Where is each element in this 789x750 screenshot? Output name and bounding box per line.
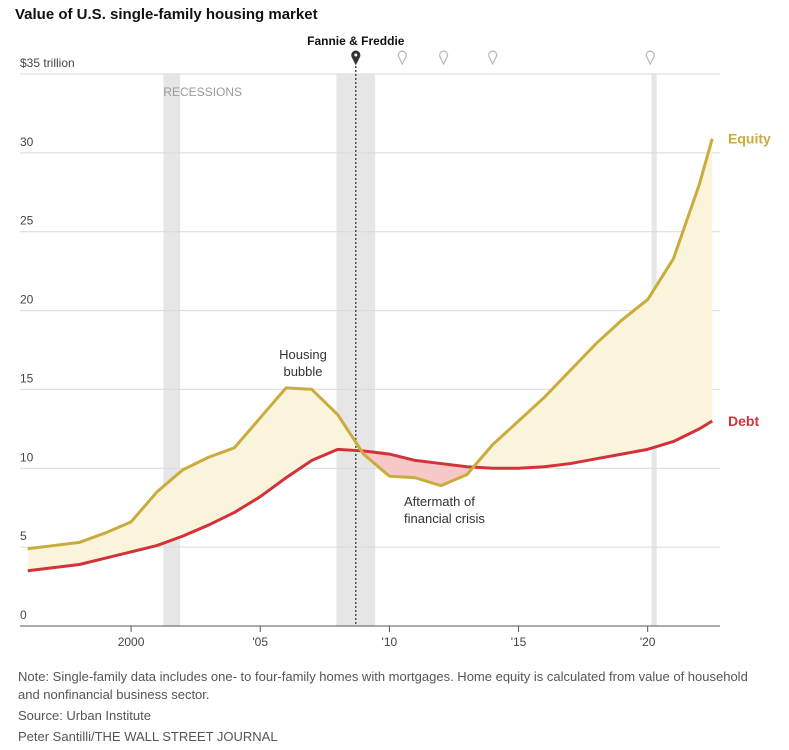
x-tick-label: '10 xyxy=(382,635,398,649)
pin-shape xyxy=(397,50,407,66)
events xyxy=(351,50,655,626)
pin-dot xyxy=(491,53,495,57)
x-tick-label: '15 xyxy=(511,635,527,649)
equity-series-label: Equity xyxy=(728,131,771,147)
event-marker-icon xyxy=(397,50,407,66)
y-tick-label: 0 xyxy=(20,608,27,622)
pin-dot xyxy=(400,53,404,57)
y-tick-label: 30 xyxy=(20,135,34,149)
y-tick-label: 15 xyxy=(20,371,34,385)
pin-shape xyxy=(645,50,655,66)
chart-note: Note: Single-family data includes one- t… xyxy=(18,669,748,702)
deficit-area xyxy=(361,450,474,486)
chart-source: Source: Urban Institute xyxy=(18,708,151,723)
pin-dot xyxy=(442,53,446,57)
y-tick-label: 10 xyxy=(20,450,34,464)
recessions-label: RECESSIONS xyxy=(163,85,242,99)
y-tick-label: 5 xyxy=(20,529,27,543)
y-tick-label: $35 trillion xyxy=(20,56,75,70)
x-tick-label: '20 xyxy=(640,635,656,649)
housing-chart: RECESSIONS $35 trillion 30 25 20 15 10 5 0 2000 '0… xyxy=(20,34,771,649)
x-tick-label: '05 xyxy=(252,635,268,649)
y-tick-label: 25 xyxy=(20,214,34,228)
chart-credit: Peter Santilli/THE WALL STREET JOURNAL xyxy=(18,729,278,744)
annotation-0: Housing xyxy=(279,347,327,362)
debt-line xyxy=(27,419,714,573)
series-lines xyxy=(27,138,714,573)
pin-shape xyxy=(439,50,449,66)
annotation-1: financial crisis xyxy=(404,511,485,526)
recession-bands xyxy=(163,74,657,626)
chart-labels: RECESSIONS $35 trillion 30 25 20 15 10 5 0 2000 '0… xyxy=(20,34,771,649)
pin-shape xyxy=(351,50,361,66)
pin-dot xyxy=(354,53,358,57)
chart-title: Value of U.S. single-family housing mark… xyxy=(15,6,318,23)
event-marker-icon xyxy=(439,50,449,66)
annotation-0: bubble xyxy=(283,364,322,379)
annotation-1: Aftermath of xyxy=(404,494,475,509)
pin-dot xyxy=(648,53,652,57)
event-marker-icon xyxy=(488,50,498,66)
fannie-freddie-label: Fannie & Freddie xyxy=(307,34,405,48)
equity-line xyxy=(27,138,714,551)
event-marker-icon xyxy=(645,50,655,66)
x-tick-label: 2000 xyxy=(118,635,145,649)
debt-series-label: Debt xyxy=(728,413,759,429)
y-tick-label: 20 xyxy=(20,293,34,307)
pin-shape xyxy=(488,50,498,66)
event-marker-icon xyxy=(351,50,361,66)
